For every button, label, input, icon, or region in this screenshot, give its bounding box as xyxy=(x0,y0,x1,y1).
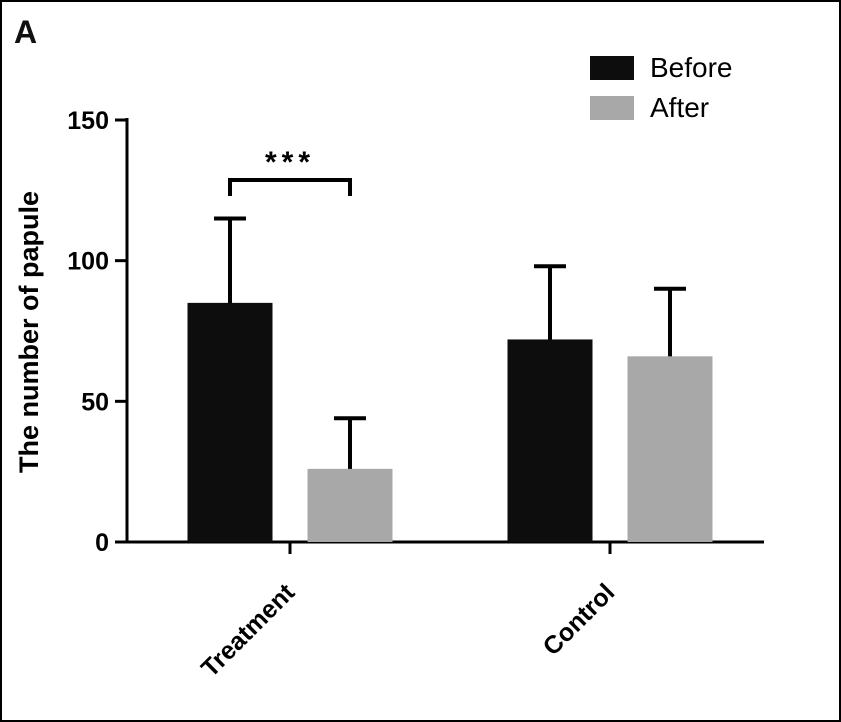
legend-item-after: After xyxy=(590,94,733,122)
bar-control-after xyxy=(627,356,713,542)
bar-control-before xyxy=(507,339,593,542)
legend-swatch-after xyxy=(590,96,634,120)
bar-treatment-before xyxy=(187,302,273,542)
legend-swatch-before xyxy=(590,56,634,80)
legend-label-before: Before xyxy=(650,52,733,83)
y-tick-label: 0 xyxy=(95,529,109,557)
bar-treatment-after xyxy=(307,468,393,542)
panel-label: A xyxy=(14,14,38,50)
y-tick-label: 100 xyxy=(67,248,109,276)
y-tick-label: 50 xyxy=(81,388,109,416)
significance-stars: *** xyxy=(265,146,315,179)
y-tick-label: 150 xyxy=(67,107,109,135)
plot-area: 0 50 100 150 Treatment Control *** xyxy=(67,107,764,683)
x-category-label-treatment: Treatment xyxy=(196,578,301,683)
legend: Before After xyxy=(590,54,733,122)
y-axis-label: The number of papule xyxy=(14,191,44,473)
x-category-label-control: Control xyxy=(538,578,621,661)
legend-label-after: After xyxy=(650,92,710,123)
significance-bracket xyxy=(228,178,352,196)
legend-item-before: Before xyxy=(590,54,733,82)
